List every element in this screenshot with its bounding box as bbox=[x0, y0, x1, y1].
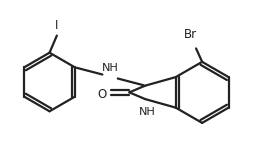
Text: Br: Br bbox=[183, 28, 197, 41]
Text: NH: NH bbox=[139, 107, 156, 117]
Text: O: O bbox=[98, 88, 107, 101]
Text: I: I bbox=[55, 19, 59, 32]
Text: NH: NH bbox=[102, 63, 119, 73]
